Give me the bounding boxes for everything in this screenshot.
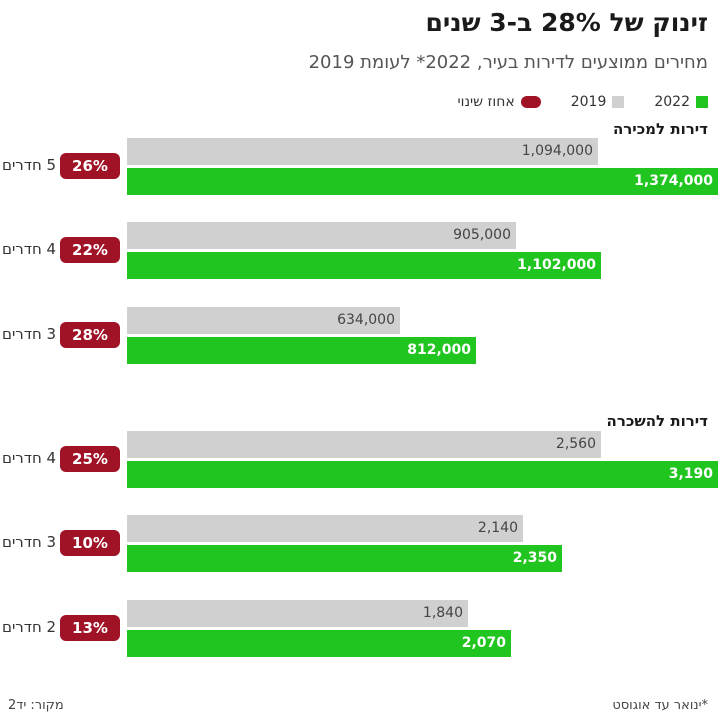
bar-2022: 812,000: [127, 337, 476, 364]
legend-swatch-2019: [612, 96, 625, 108]
change-badge: 13%: [60, 615, 120, 641]
bar-2019: 634,000: [127, 307, 400, 334]
bar-value-2022: 1,374,000: [634, 173, 713, 189]
change-badge: 26%: [60, 153, 120, 179]
legend-label-2019: 2019: [570, 94, 607, 110]
legend-swatch-change: [520, 96, 541, 108]
bar-2019: 1,840: [127, 600, 468, 627]
row-label: 5 חדרים: [2, 156, 57, 174]
footnote: *ינואר עד אוגוסט: [612, 698, 708, 713]
bar-2022: 2,350: [127, 545, 562, 572]
bar-2019: 2,140: [127, 515, 523, 542]
section-title: דירות למכירה: [612, 120, 708, 138]
bar-2022: 1,374,000: [127, 168, 718, 195]
bar-value-2019: 2,140: [477, 520, 518, 536]
source: מקור: יד2: [8, 698, 64, 713]
bar-2019: 1,094,000: [127, 138, 598, 165]
row-label: 2 חדרים: [2, 618, 57, 636]
bar-value-2022: 1,102,000: [517, 257, 596, 273]
legend-swatch-2022: [696, 96, 708, 108]
bar-value-2019: 2,560: [555, 436, 596, 452]
bar-2022: 1,102,000: [127, 252, 601, 279]
change-badge: 28%: [60, 322, 120, 348]
bar-2022: 3,190: [127, 461, 718, 488]
bar-value-2019: 1,094,000: [521, 143, 593, 159]
change-badge: 10%: [60, 530, 120, 556]
bar-2019: 905,000: [127, 222, 516, 249]
bar-value-2019: 905,000: [453, 227, 511, 243]
row-label: 3 חדרים: [2, 533, 57, 551]
legend-item-2022: 2022: [654, 94, 708, 110]
section-title: דירות להשכרה: [606, 412, 708, 430]
legend-item-change: אחוז שינוי: [458, 94, 541, 110]
bar-value-2022: 2,350: [512, 550, 557, 566]
chart-subtitle: מחירים ממוצעים לדירות בעיר, 2022* לעומת …: [308, 52, 708, 73]
chart-title: זינוק של 28% ב-3 שנים: [425, 8, 708, 37]
bar-value-2019: 1,840: [422, 605, 463, 621]
bar-2022: 2,070: [127, 630, 511, 657]
bar-value-2022: 2,070: [461, 635, 506, 651]
row-label: 4 חדרים: [2, 449, 57, 467]
legend-label-change: אחוז שינוי: [457, 94, 515, 110]
row-label: 3 חדרים: [2, 325, 57, 343]
legend: 2022 2019 אחוז שינוי: [458, 94, 708, 110]
bar-value-2022: 812,000: [407, 342, 471, 358]
bar-2019: 2,560: [127, 431, 601, 458]
legend-item-2019: 2019: [571, 94, 625, 110]
legend-label-2022: 2022: [654, 94, 690, 110]
row-label: 4 חדרים: [2, 240, 57, 258]
bar-value-2022: 3,190: [668, 466, 713, 482]
bar-value-2019: 634,000: [337, 312, 395, 328]
change-badge: 25%: [60, 446, 120, 472]
change-badge: 22%: [60, 237, 120, 263]
